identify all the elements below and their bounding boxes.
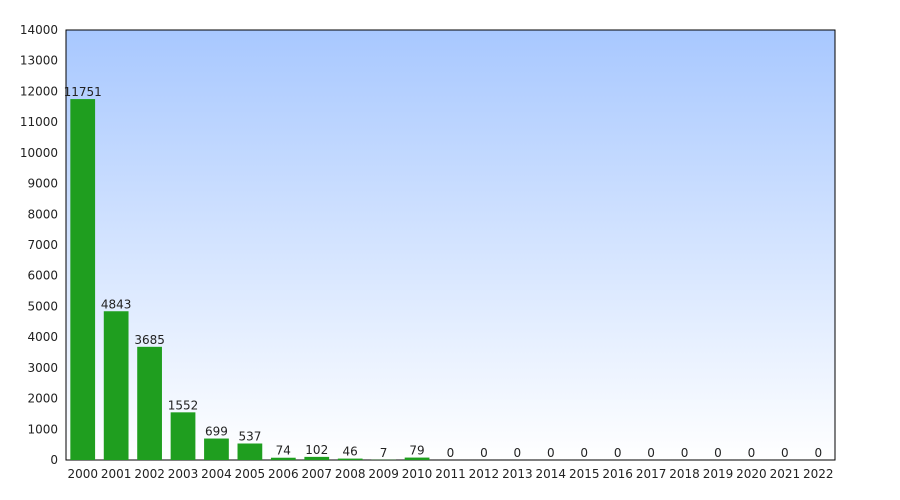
x-tick-label-2017: 2017 <box>636 467 667 481</box>
x-tick-label-2012: 2012 <box>469 467 500 481</box>
value-label-2014: 0 <box>547 446 555 460</box>
value-label-2004: 699 <box>205 425 228 439</box>
value-label-2000: 11751 <box>64 85 102 99</box>
value-label-2003: 1552 <box>168 398 199 412</box>
y-tick-label: 3000 <box>27 361 58 375</box>
value-label-2020: 0 <box>748 446 756 460</box>
y-tick-label: 7000 <box>27 238 58 252</box>
x-tick-label-2018: 2018 <box>669 467 700 481</box>
value-label-2005: 537 <box>238 430 261 444</box>
x-tick-label-2016: 2016 <box>602 467 633 481</box>
bar-2004 <box>204 438 229 460</box>
value-label-2001: 4843 <box>101 297 132 311</box>
value-label-2009: 7 <box>380 446 388 460</box>
value-label-2010: 79 <box>409 444 424 458</box>
value-label-2012: 0 <box>480 446 488 460</box>
y-tick-label: 9000 <box>27 177 58 191</box>
bar-2003 <box>170 412 196 460</box>
y-tick-label: 1000 <box>27 422 58 436</box>
x-tick-label-2006: 2006 <box>268 467 299 481</box>
plot-background <box>65 29 836 461</box>
y-tick-label: 14000 <box>20 23 58 37</box>
bar-2002 <box>137 346 162 460</box>
value-label-2022: 0 <box>814 446 822 460</box>
x-tick-label-2014: 2014 <box>536 467 567 481</box>
bars <box>70 99 430 461</box>
value-label-2011: 0 <box>447 446 455 460</box>
bar-2005 <box>237 443 263 460</box>
value-labels: 11751 4843 3685 1552 699 537 74 102 46 7 79 0 0 0 0 0 0 0… <box>64 85 822 460</box>
value-label-2002: 3685 <box>134 333 165 347</box>
value-label-2013: 0 <box>514 446 522 460</box>
value-label-2008: 46 <box>343 445 358 459</box>
bar-2008 <box>337 458 363 460</box>
x-tick-label-2003: 2003 <box>168 467 199 481</box>
value-label-2017: 0 <box>647 446 655 460</box>
x-tick-label-2021: 2021 <box>770 467 801 481</box>
value-label-2006: 74 <box>276 444 291 458</box>
value-label-2018: 0 <box>681 446 689 460</box>
x-tick-label-2002: 2002 <box>134 467 165 481</box>
x-tick-label-2000: 2000 <box>67 467 98 481</box>
y-tick-label: 13000 <box>20 54 58 68</box>
bar-2010 <box>404 457 430 460</box>
bar-2007 <box>304 456 330 460</box>
x-tick-label-2011: 2011 <box>435 467 466 481</box>
x-tick-label-2013: 2013 <box>502 467 533 481</box>
value-label-2019: 0 <box>714 446 722 460</box>
x-tick-label-2001: 2001 <box>101 467 132 481</box>
bar-2000 <box>70 99 96 461</box>
x-tick-label-2022: 2022 <box>803 467 834 481</box>
y-tick-label: 5000 <box>27 299 58 313</box>
x-axis-ticks: 2000 2001 2002 2003 2004 2005 2006 2007 2008 2009… <box>67 467 833 481</box>
x-tick-label-2019: 2019 <box>703 467 734 481</box>
y-tick-label: 8000 <box>27 207 58 221</box>
y-axis-ticks: 0 1000 2000 3000 4000 5000 6000 7000 8000 9000 100… <box>20 23 58 467</box>
y-tick-label: 12000 <box>20 84 58 98</box>
x-tick-label-2008: 2008 <box>335 467 366 481</box>
value-label-2015: 0 <box>580 446 588 460</box>
value-label-2021: 0 <box>781 446 789 460</box>
y-tick-label: 2000 <box>27 392 58 406</box>
y-tick-label: 10000 <box>20 146 58 160</box>
y-tick-label: 0 <box>50 453 58 467</box>
x-tick-label-2020: 2020 <box>736 467 767 481</box>
y-tick-label: 11000 <box>20 115 58 129</box>
x-tick-label-2015: 2015 <box>569 467 600 481</box>
x-tick-label-2004: 2004 <box>201 467 232 481</box>
y-tick-label: 6000 <box>27 269 58 283</box>
bar-2006 <box>270 457 296 460</box>
x-tick-label-2005: 2005 <box>235 467 266 481</box>
x-tick-label-2010: 2010 <box>402 467 433 481</box>
bar-2001 <box>103 311 129 460</box>
value-label-2016: 0 <box>614 446 622 460</box>
x-tick-label-2007: 2007 <box>301 467 332 481</box>
value-label-2007: 102 <box>305 443 328 457</box>
x-tick-label-2009: 2009 <box>368 467 399 481</box>
y-tick-label: 4000 <box>27 330 58 344</box>
